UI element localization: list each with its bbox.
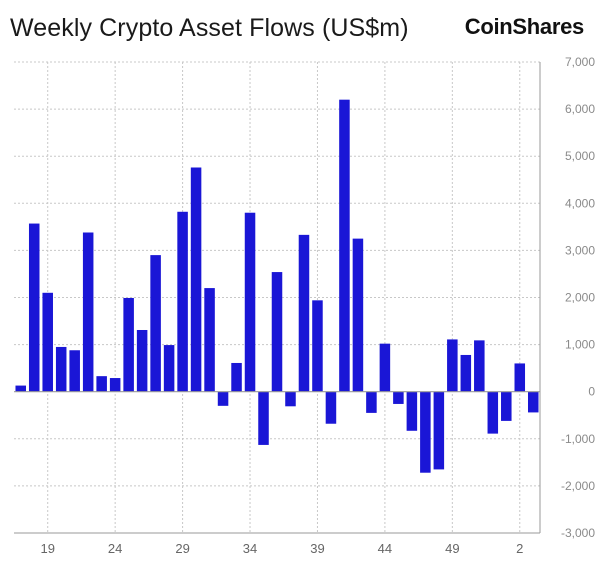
bar <box>190 167 202 392</box>
x-tick-label: 2 <box>516 541 523 556</box>
x-tick-label: 19 <box>40 541 54 556</box>
bar <box>501 391 512 421</box>
bar <box>96 376 107 392</box>
y-tick-label: 6,000 <box>565 102 595 116</box>
bar <box>204 288 215 392</box>
x-tick-label: 39 <box>310 541 324 556</box>
bar <box>379 343 391 392</box>
bar <box>15 385 27 392</box>
bar <box>527 391 539 413</box>
bar <box>460 354 472 392</box>
brand-logo: CoinShares <box>464 14 585 39</box>
y-tick-label: 4,000 <box>565 196 595 210</box>
y-tick-label: 0 <box>588 385 595 399</box>
bar <box>487 391 499 434</box>
x-tick-label: 49 <box>445 541 459 556</box>
x-tick-label: 34 <box>243 541 257 556</box>
bar <box>55 346 67 392</box>
y-tick-label: -1,000 <box>561 432 595 446</box>
bar <box>325 391 337 424</box>
bar <box>150 255 161 392</box>
x-tick-label: 44 <box>378 541 392 556</box>
bar <box>447 339 458 392</box>
bar <box>258 391 269 445</box>
bar <box>352 238 364 392</box>
y-tick-labels: 7,000 6,000 5,000 4,000 3,000 2,000 1,000 0 -1,0… <box>561 55 595 540</box>
bar <box>339 99 350 392</box>
bar <box>514 363 526 392</box>
y-tick-label: -3,000 <box>561 526 595 540</box>
bar <box>177 211 188 392</box>
y-tick-label: 2,000 <box>565 291 595 305</box>
bar <box>312 300 323 392</box>
x-tick-label: 29 <box>175 541 189 556</box>
bars <box>15 99 539 473</box>
y-tick-label: 3,000 <box>565 243 595 257</box>
y-tick-label: 1,000 <box>565 338 595 352</box>
bar <box>163 345 175 392</box>
bar <box>366 391 377 413</box>
bar <box>109 378 121 392</box>
bar <box>217 391 229 406</box>
bar <box>28 223 40 392</box>
bar <box>123 297 134 392</box>
bar <box>244 212 256 392</box>
bar <box>406 391 418 431</box>
bar <box>136 329 148 392</box>
x-tick-labels: 19 24 29 34 39 44 49 2 <box>40 541 523 556</box>
bar <box>298 234 310 392</box>
y-tick-label: 7,000 <box>565 55 595 69</box>
y-tick-label: 5,000 <box>565 149 595 163</box>
bar <box>42 292 53 392</box>
bar <box>271 272 283 392</box>
bar <box>285 391 296 407</box>
bar <box>231 362 242 392</box>
bar <box>393 391 404 404</box>
axes <box>14 62 541 534</box>
bar <box>69 350 80 392</box>
bar <box>474 340 485 392</box>
bar <box>433 391 445 470</box>
y-tick-label: -2,000 <box>561 479 595 493</box>
x-tick-label: 24 <box>108 541 122 556</box>
bar <box>420 391 431 473</box>
bar <box>82 232 94 392</box>
grid-lines <box>14 61 540 534</box>
chart-title: Weekly Crypto Asset Flows (US$m) <box>10 14 409 42</box>
